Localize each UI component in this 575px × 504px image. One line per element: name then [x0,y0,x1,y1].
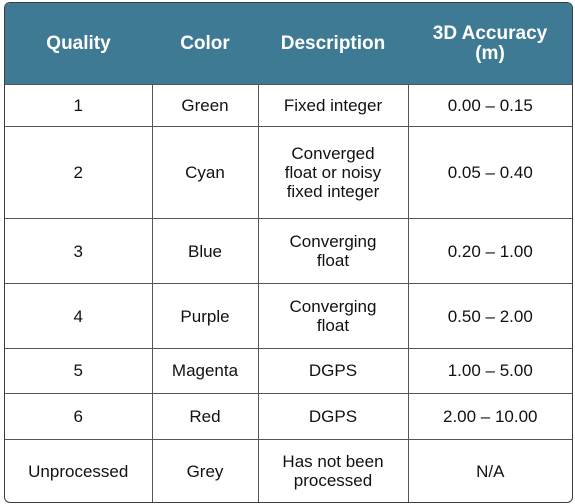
cell-description: Converging float [257,283,408,349]
cell-accuracy: 2.00 – 10.00 [407,392,572,440]
description-line: Converging [289,232,377,252]
table-row: 5 Magenta DGPS 1.00 – 5.00 [5,348,572,394]
description-line: DGPS [308,361,358,381]
description-line: Fixed integer [283,96,383,116]
description-line: Converged [291,144,375,164]
cell-color: Magenta [151,348,258,394]
description-line: Converging [289,297,377,317]
cell-accuracy: N/A [407,439,572,502]
description-line: float [316,316,350,336]
description-line: Has not been [282,452,384,471]
description-line: float or noisy [284,163,382,183]
cell-color: Red [151,392,258,440]
table-header-row: Quality Color Description 3D Accuracy (m… [5,3,572,85]
cell-color: Cyan [151,126,258,219]
table-row: 2 Cyan Converged float or noisy fixed in… [5,126,572,219]
cell-quality: Unprocessed [5,439,152,502]
header-accuracy: 3D Accuracy (m) [408,3,572,85]
cell-color: Green [151,83,258,127]
cell-color: Grey [151,439,258,502]
description-line: fixed integer [286,182,380,202]
cell-quality: 6 [5,392,152,440]
description-line: processed [293,471,373,490]
header-color: Color [152,3,258,85]
header-quality: Quality [5,3,152,85]
table-row: 1 Green Fixed integer 0.00 – 0.15 [5,83,572,127]
cell-quality: 3 [5,218,152,284]
table-row: 3 Blue Converging float 0.20 – 1.00 [5,218,572,284]
cell-quality: 2 [5,126,152,219]
cell-accuracy: 0.00 – 0.15 [407,83,572,127]
cell-description: Converging float [257,218,408,284]
cell-description: Fixed integer [257,83,408,127]
header-accuracy-line2: (m) [475,42,505,64]
cell-accuracy: 0.20 – 1.00 [407,218,572,284]
description-line: float [316,251,350,271]
quality-table-container: Quality Color Description 3D Accuracy (m… [4,2,573,503]
cell-description: Converged float or noisy fixed integer [257,126,408,219]
cell-quality: 5 [5,348,152,394]
cell-quality: 4 [5,283,152,349]
table-row: 4 Purple Converging float 0.50 – 2.00 [5,283,572,349]
cell-description: Has not been processed [257,439,408,502]
cell-color: Purple [151,283,258,349]
description-line: DGPS [308,406,358,426]
cell-description: DGPS [257,392,408,440]
cell-quality: 1 [5,83,152,127]
cell-accuracy: 0.50 – 2.00 [407,283,572,349]
table-row: 6 Red DGPS 2.00 – 10.00 [5,392,572,440]
cell-accuracy: 0.05 – 0.40 [407,126,572,219]
table-row: Unprocessed Grey Has not been processed … [5,439,572,502]
cell-accuracy: 1.00 – 5.00 [407,348,572,394]
cell-color: Blue [151,218,258,284]
header-accuracy-line1: 3D Accuracy [432,22,548,44]
cell-description: DGPS [257,348,408,394]
header-description: Description [258,3,408,85]
quality-table: Quality Color Description 3D Accuracy (m… [5,3,572,502]
